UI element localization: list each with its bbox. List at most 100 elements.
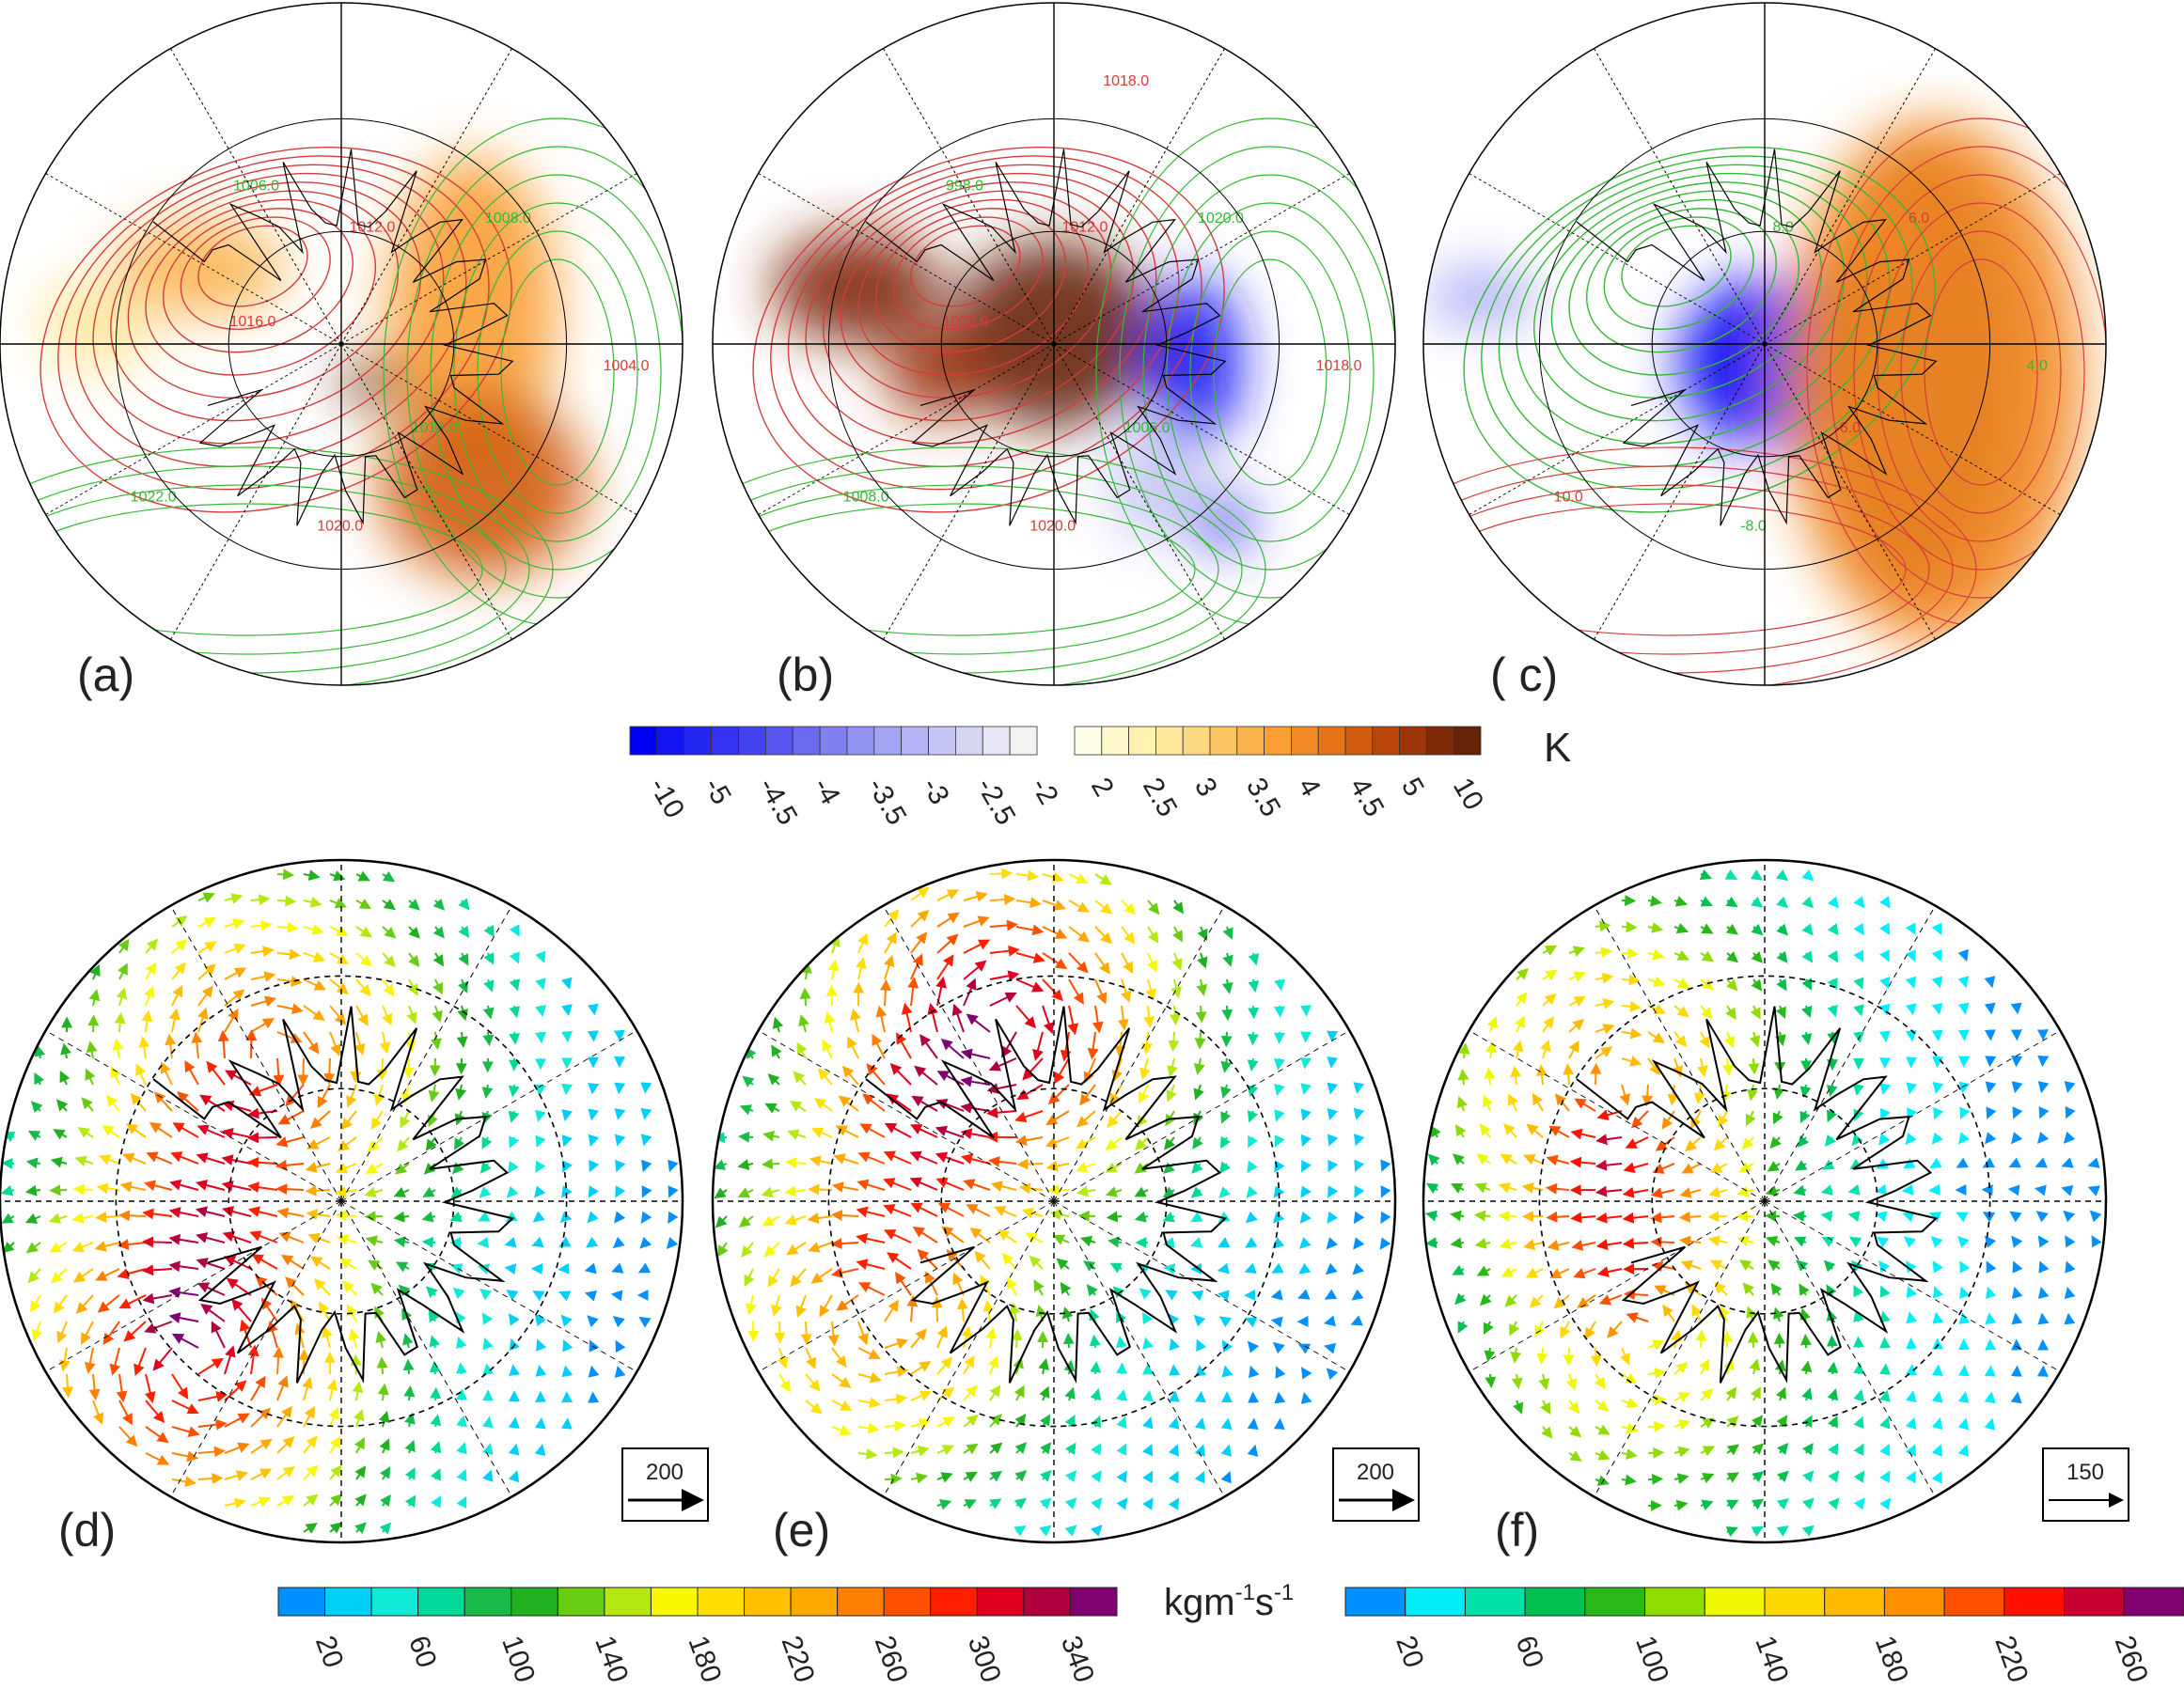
wind-vector	[1485, 1040, 1497, 1059]
wind-vector	[60, 1042, 71, 1059]
colorbar-cell	[1074, 726, 1103, 756]
colorbar-tick-label: -5	[698, 773, 737, 810]
wind-vector	[1741, 1136, 1754, 1150]
wind-vector	[1792, 1210, 1807, 1222]
colorbar-tick-label: 100	[495, 1632, 541, 1686]
temperature-unit: K	[1544, 725, 1571, 771]
wind-vector	[614, 1211, 626, 1224]
wind-vector	[1933, 1106, 1944, 1120]
wind-vector	[767, 1268, 780, 1288]
wind-vector	[482, 1443, 494, 1456]
wind-vector	[1134, 1186, 1149, 1197]
wind-vector	[171, 915, 188, 928]
colorbar-tick-label: 60	[402, 1632, 442, 1672]
wind-vector	[1699, 868, 1713, 880]
meridian	[1469, 173, 1766, 345]
wind-vector	[909, 1150, 938, 1165]
wind-vector	[1300, 1185, 1312, 1198]
wind-vector	[1906, 1311, 1918, 1324]
wind-vector	[824, 1011, 836, 1033]
wind-vector	[1353, 1107, 1365, 1120]
meridian	[1053, 343, 1225, 640]
wind-vector	[819, 1294, 833, 1318]
wind-vector	[2063, 1131, 2076, 1144]
wind-vector	[224, 967, 247, 980]
pressure-contour	[1603, 216, 1754, 331]
wind-vector	[117, 1268, 147, 1279]
colorbar-cell	[511, 1587, 558, 1617]
wind-vector	[1957, 1417, 1970, 1431]
polar-map-e	[711, 858, 1397, 1544]
wind-vector	[421, 1236, 436, 1248]
wind-vector	[455, 1362, 467, 1375]
wind-vector	[1595, 1185, 1623, 1197]
wind-vector	[640, 1134, 652, 1147]
colorbar-cell	[417, 1587, 465, 1617]
wind-vector	[508, 1161, 519, 1174]
wind-vector	[2064, 1312, 2076, 1325]
wind-vector	[738, 1215, 754, 1228]
wind-vector	[612, 1316, 625, 1328]
wind-vector	[303, 1464, 319, 1480]
wind-vector	[1116, 1443, 1127, 1456]
wind-vector	[936, 1416, 955, 1428]
wind-vector	[354, 1408, 365, 1428]
wind-vector	[1220, 1471, 1232, 1484]
wind-vector	[974, 1250, 991, 1270]
wind-vector	[1700, 1473, 1715, 1484]
wind-vector	[558, 1262, 570, 1275]
wind-vector	[1039, 1497, 1052, 1509]
wind-vector	[1300, 1367, 1312, 1380]
wind-vector	[1353, 1082, 1365, 1094]
wind-vector	[1516, 967, 1529, 980]
wind-vector	[1194, 1470, 1205, 1484]
wind-vector	[1510, 1065, 1522, 1086]
wind-vector	[936, 1445, 954, 1456]
wind-vector	[53, 1129, 68, 1140]
wind-vector	[329, 1435, 341, 1454]
colorbar-tick-label: -2	[1025, 773, 1064, 810]
wind-vector	[319, 1301, 331, 1322]
wind-vector	[935, 1125, 965, 1138]
wind-vector	[1905, 949, 1916, 962]
wind-vector	[430, 1468, 441, 1481]
wind-vector	[1245, 1317, 1258, 1328]
wind-vector	[1457, 1069, 1469, 1086]
wind-vector	[2011, 1132, 2023, 1145]
wind-vector	[144, 1373, 156, 1404]
wind-vector	[2011, 1286, 2023, 1299]
wind-vector	[1354, 1159, 1365, 1173]
wind-vector	[1143, 1005, 1155, 1028]
wind-vector	[1621, 974, 1641, 986]
wind-vector	[452, 1287, 465, 1300]
wind-vector	[1652, 1163, 1675, 1174]
wind-vector	[109, 1347, 121, 1376]
wind-vector	[1509, 1321, 1520, 1337]
wind-vector	[1647, 1473, 1664, 1485]
colorbar-tick-label: 180	[1869, 1632, 1914, 1686]
wind-vector	[354, 1465, 367, 1480]
wind-vector	[936, 1356, 953, 1375]
polar-map-d	[0, 858, 684, 1544]
wind-vector	[1001, 1031, 1017, 1058]
wind-vector	[1875, 1211, 1888, 1223]
wind-vector	[456, 1442, 467, 1455]
wind-vector	[1525, 1267, 1544, 1278]
wind-vector	[1985, 1132, 1997, 1145]
wind-vector	[1196, 1338, 1207, 1353]
wind-vector	[587, 1315, 599, 1328]
wind-vector	[1621, 947, 1640, 960]
wind-vector	[988, 1057, 1017, 1071]
wind-vector	[1651, 1260, 1675, 1273]
colorbar-cell	[1883, 1587, 1945, 1617]
wind-vector	[1853, 1470, 1865, 1483]
wind-vector	[1141, 1389, 1154, 1402]
wind-vector	[1878, 976, 1891, 990]
wind-vector	[1801, 950, 1814, 963]
wind-vector	[171, 939, 188, 954]
wind-vector	[1067, 1005, 1079, 1036]
wind-vector	[1699, 1358, 1710, 1375]
wind-vector	[535, 1364, 547, 1377]
wind-vector	[1116, 1388, 1127, 1401]
wind-vector	[587, 1030, 599, 1042]
